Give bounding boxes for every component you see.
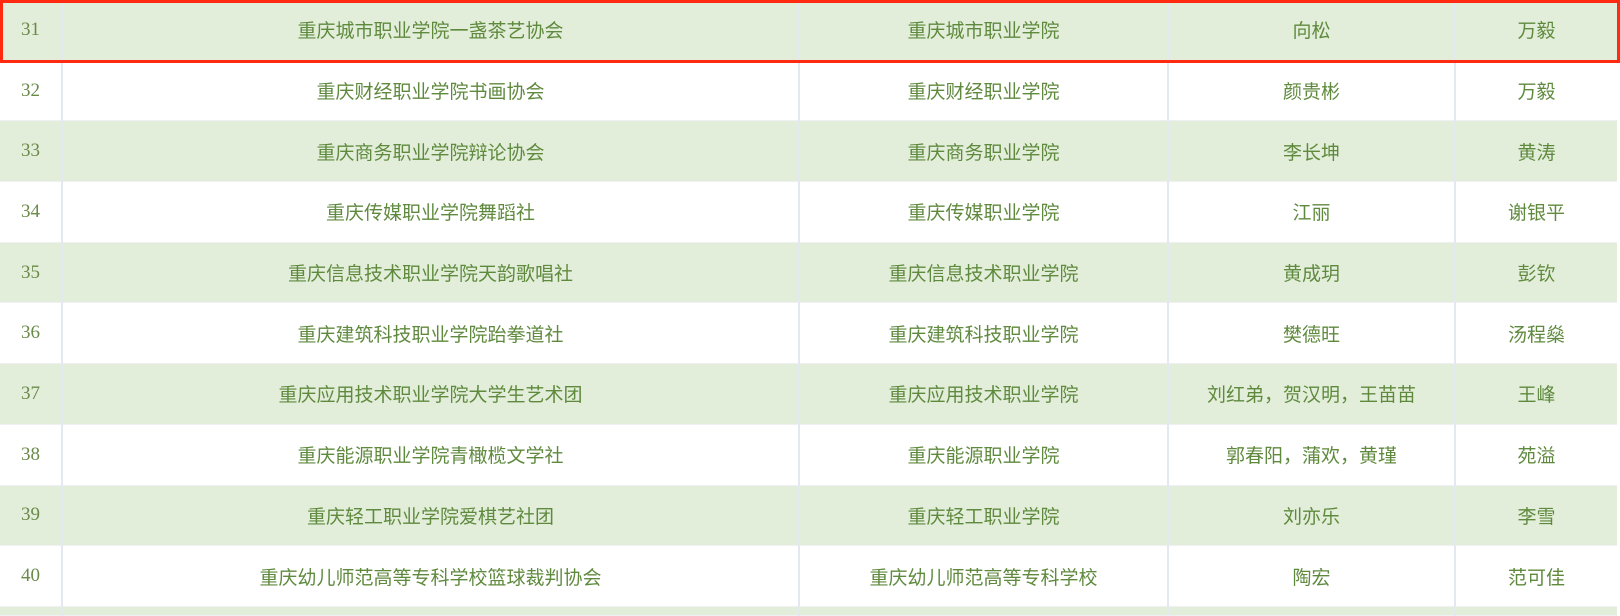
cell-name: 重庆财经职业学院书画协会 xyxy=(61,60,799,122)
cell-no: 38 xyxy=(0,424,62,486)
empty-cell xyxy=(0,606,62,616)
empty-cell xyxy=(61,606,799,616)
cell-name: 重庆应用技术职业学院大学生艺术团 xyxy=(61,363,799,425)
cell-contact: 苑溢 xyxy=(1454,424,1617,486)
table-row[interactable]: 40 重庆幼儿师范高等专科学校篮球裁判协会 重庆幼儿师范高等专科学校 陶宏 范可佳 xyxy=(0,545,1617,607)
cell-school: 重庆幼儿师范高等专科学校 xyxy=(798,545,1168,607)
cell-contact: 汤程燊 xyxy=(1454,302,1617,365)
cell-no: 40 xyxy=(0,545,62,607)
table-row[interactable]: 38 重庆能源职业学院青橄榄文学社 重庆能源职业学院 郭春阳，蒲欢，黄瑾 苑溢 xyxy=(0,424,1617,486)
cell-advisor: 江丽 xyxy=(1167,181,1455,243)
table-row[interactable]: 33 重庆商务职业学院辩论协会 重庆商务职业学院 李长坤 黄涛 xyxy=(0,120,1617,183)
cell-school: 重庆能源职业学院 xyxy=(798,424,1168,486)
cell-contact: 范可佳 xyxy=(1454,545,1617,607)
cell-contact: 彭钦 xyxy=(1454,242,1617,304)
cell-name: 重庆商务职业学院辩论协会 xyxy=(61,120,799,183)
empty-cell xyxy=(1454,606,1617,616)
table-row[interactable]: 37 重庆应用技术职业学院大学生艺术团 重庆应用技术职业学院 刘红弟，贺汉明，王苗苗王… xyxy=(0,363,1617,425)
cell-advisor: 陶宏 xyxy=(1167,545,1455,607)
cell-no: 34 xyxy=(0,181,62,243)
cell-contact: 王峰 xyxy=(1454,363,1617,425)
cell-contact: 万毅 xyxy=(1454,0,1617,61)
cell-advisor: 李长坤 xyxy=(1167,120,1455,183)
cell-name: 重庆城市职业学院一盏茶艺协会 xyxy=(61,0,799,61)
cell-name: 重庆能源职业学院青橄榄文学社 xyxy=(61,424,799,486)
cell-no: 33 xyxy=(0,120,62,183)
cell-advisor: 刘红弟，贺汉明，王苗苗 xyxy=(1167,363,1455,425)
cell-advisor: 黄成玥 xyxy=(1167,242,1455,304)
table-row[interactable]: 31 重庆城市职业学院一盏茶艺协会 重庆城市职业学院 向松 万毅 xyxy=(0,0,1617,61)
cell-school: 重庆商务职业学院 xyxy=(798,120,1168,183)
cell-no: 36 xyxy=(0,302,62,365)
cell-name: 重庆轻工职业学院爱棋艺社团 xyxy=(61,485,799,547)
cell-contact: 谢银平 xyxy=(1454,181,1617,243)
cell-no: 39 xyxy=(0,485,62,547)
cell-no: 31 xyxy=(0,0,62,61)
cell-contact: 李雪 xyxy=(1454,485,1617,547)
table-row[interactable]: 34 重庆传媒职业学院舞蹈社 重庆传媒职业学院 江丽 谢银平 xyxy=(0,181,1617,243)
cell-no: 35 xyxy=(0,242,62,304)
cell-school: 重庆城市职业学院 xyxy=(798,0,1168,61)
table-row-partial xyxy=(0,606,1617,616)
cell-name: 重庆传媒职业学院舞蹈社 xyxy=(61,181,799,243)
empty-cell xyxy=(1167,606,1455,616)
cell-advisor: 颜贵彬 xyxy=(1167,60,1455,122)
cell-advisor: 樊德旺 xyxy=(1167,302,1455,365)
cell-advisor: 郭春阳，蒲欢，黄瑾 xyxy=(1167,424,1455,486)
table-row[interactable]: 35 重庆信息技术职业学院天韵歌唱社 重庆信息技术职业学院 黄成玥 彭钦 xyxy=(0,242,1617,304)
cell-contact: 黄涛 xyxy=(1454,120,1617,183)
cell-school: 重庆建筑科技职业学院 xyxy=(798,302,1168,365)
table-row[interactable]: 39 重庆轻工职业学院爱棋艺社团 重庆轻工职业学院 刘亦乐 李雪 xyxy=(0,485,1617,547)
cell-name: 重庆幼儿师范高等专科学校篮球裁判协会 xyxy=(61,545,799,607)
cell-name: 重庆信息技术职业学院天韵歌唱社 xyxy=(61,242,799,304)
cell-advisor: 向松 xyxy=(1167,0,1455,61)
cell-school: 重庆传媒职业学院 xyxy=(798,181,1168,243)
cell-school: 重庆信息技术职业学院 xyxy=(798,242,1168,304)
cell-no: 37 xyxy=(0,363,62,425)
cell-name: 重庆建筑科技职业学院跆拳道社 xyxy=(61,302,799,365)
cell-no: 32 xyxy=(0,60,62,122)
empty-cell xyxy=(798,606,1168,616)
table-row[interactable]: 36 重庆建筑科技职业学院跆拳道社 重庆建筑科技职业学院 樊德旺 汤程燊 xyxy=(0,302,1617,365)
cell-advisor: 刘亦乐 xyxy=(1167,485,1455,547)
table-row[interactable]: 32 重庆财经职业学院书画协会 重庆财经职业学院 颜贵彬 万毅 xyxy=(0,60,1617,122)
cell-contact: 万毅 xyxy=(1454,60,1617,122)
cell-school: 重庆财经职业学院 xyxy=(798,60,1168,122)
cell-school: 重庆应用技术职业学院 xyxy=(798,363,1168,425)
cell-school: 重庆轻工职业学院 xyxy=(798,485,1168,547)
